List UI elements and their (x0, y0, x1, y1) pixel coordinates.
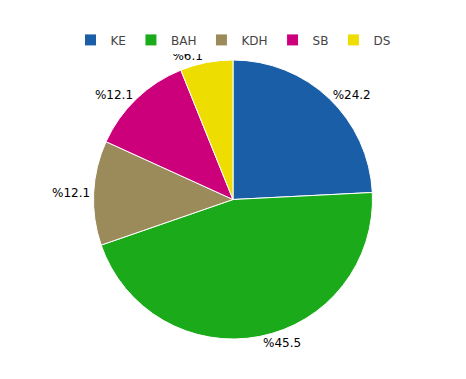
svg-text:%12.1: %12.1 (52, 186, 90, 200)
svg-text:SB: SB (313, 34, 329, 48)
svg-text:BAH: BAH (171, 34, 196, 48)
svg-text:%6.1: %6.1 (172, 48, 203, 63)
svg-text:%12.1: %12.1 (95, 88, 133, 102)
svg-text:DS: DS (373, 34, 390, 48)
svg-text:%24.2: %24.2 (333, 88, 371, 102)
svg-text:KDH: KDH (241, 34, 267, 48)
svg-text:%45.5: %45.5 (263, 336, 301, 350)
svg-text:KE: KE (111, 34, 126, 48)
